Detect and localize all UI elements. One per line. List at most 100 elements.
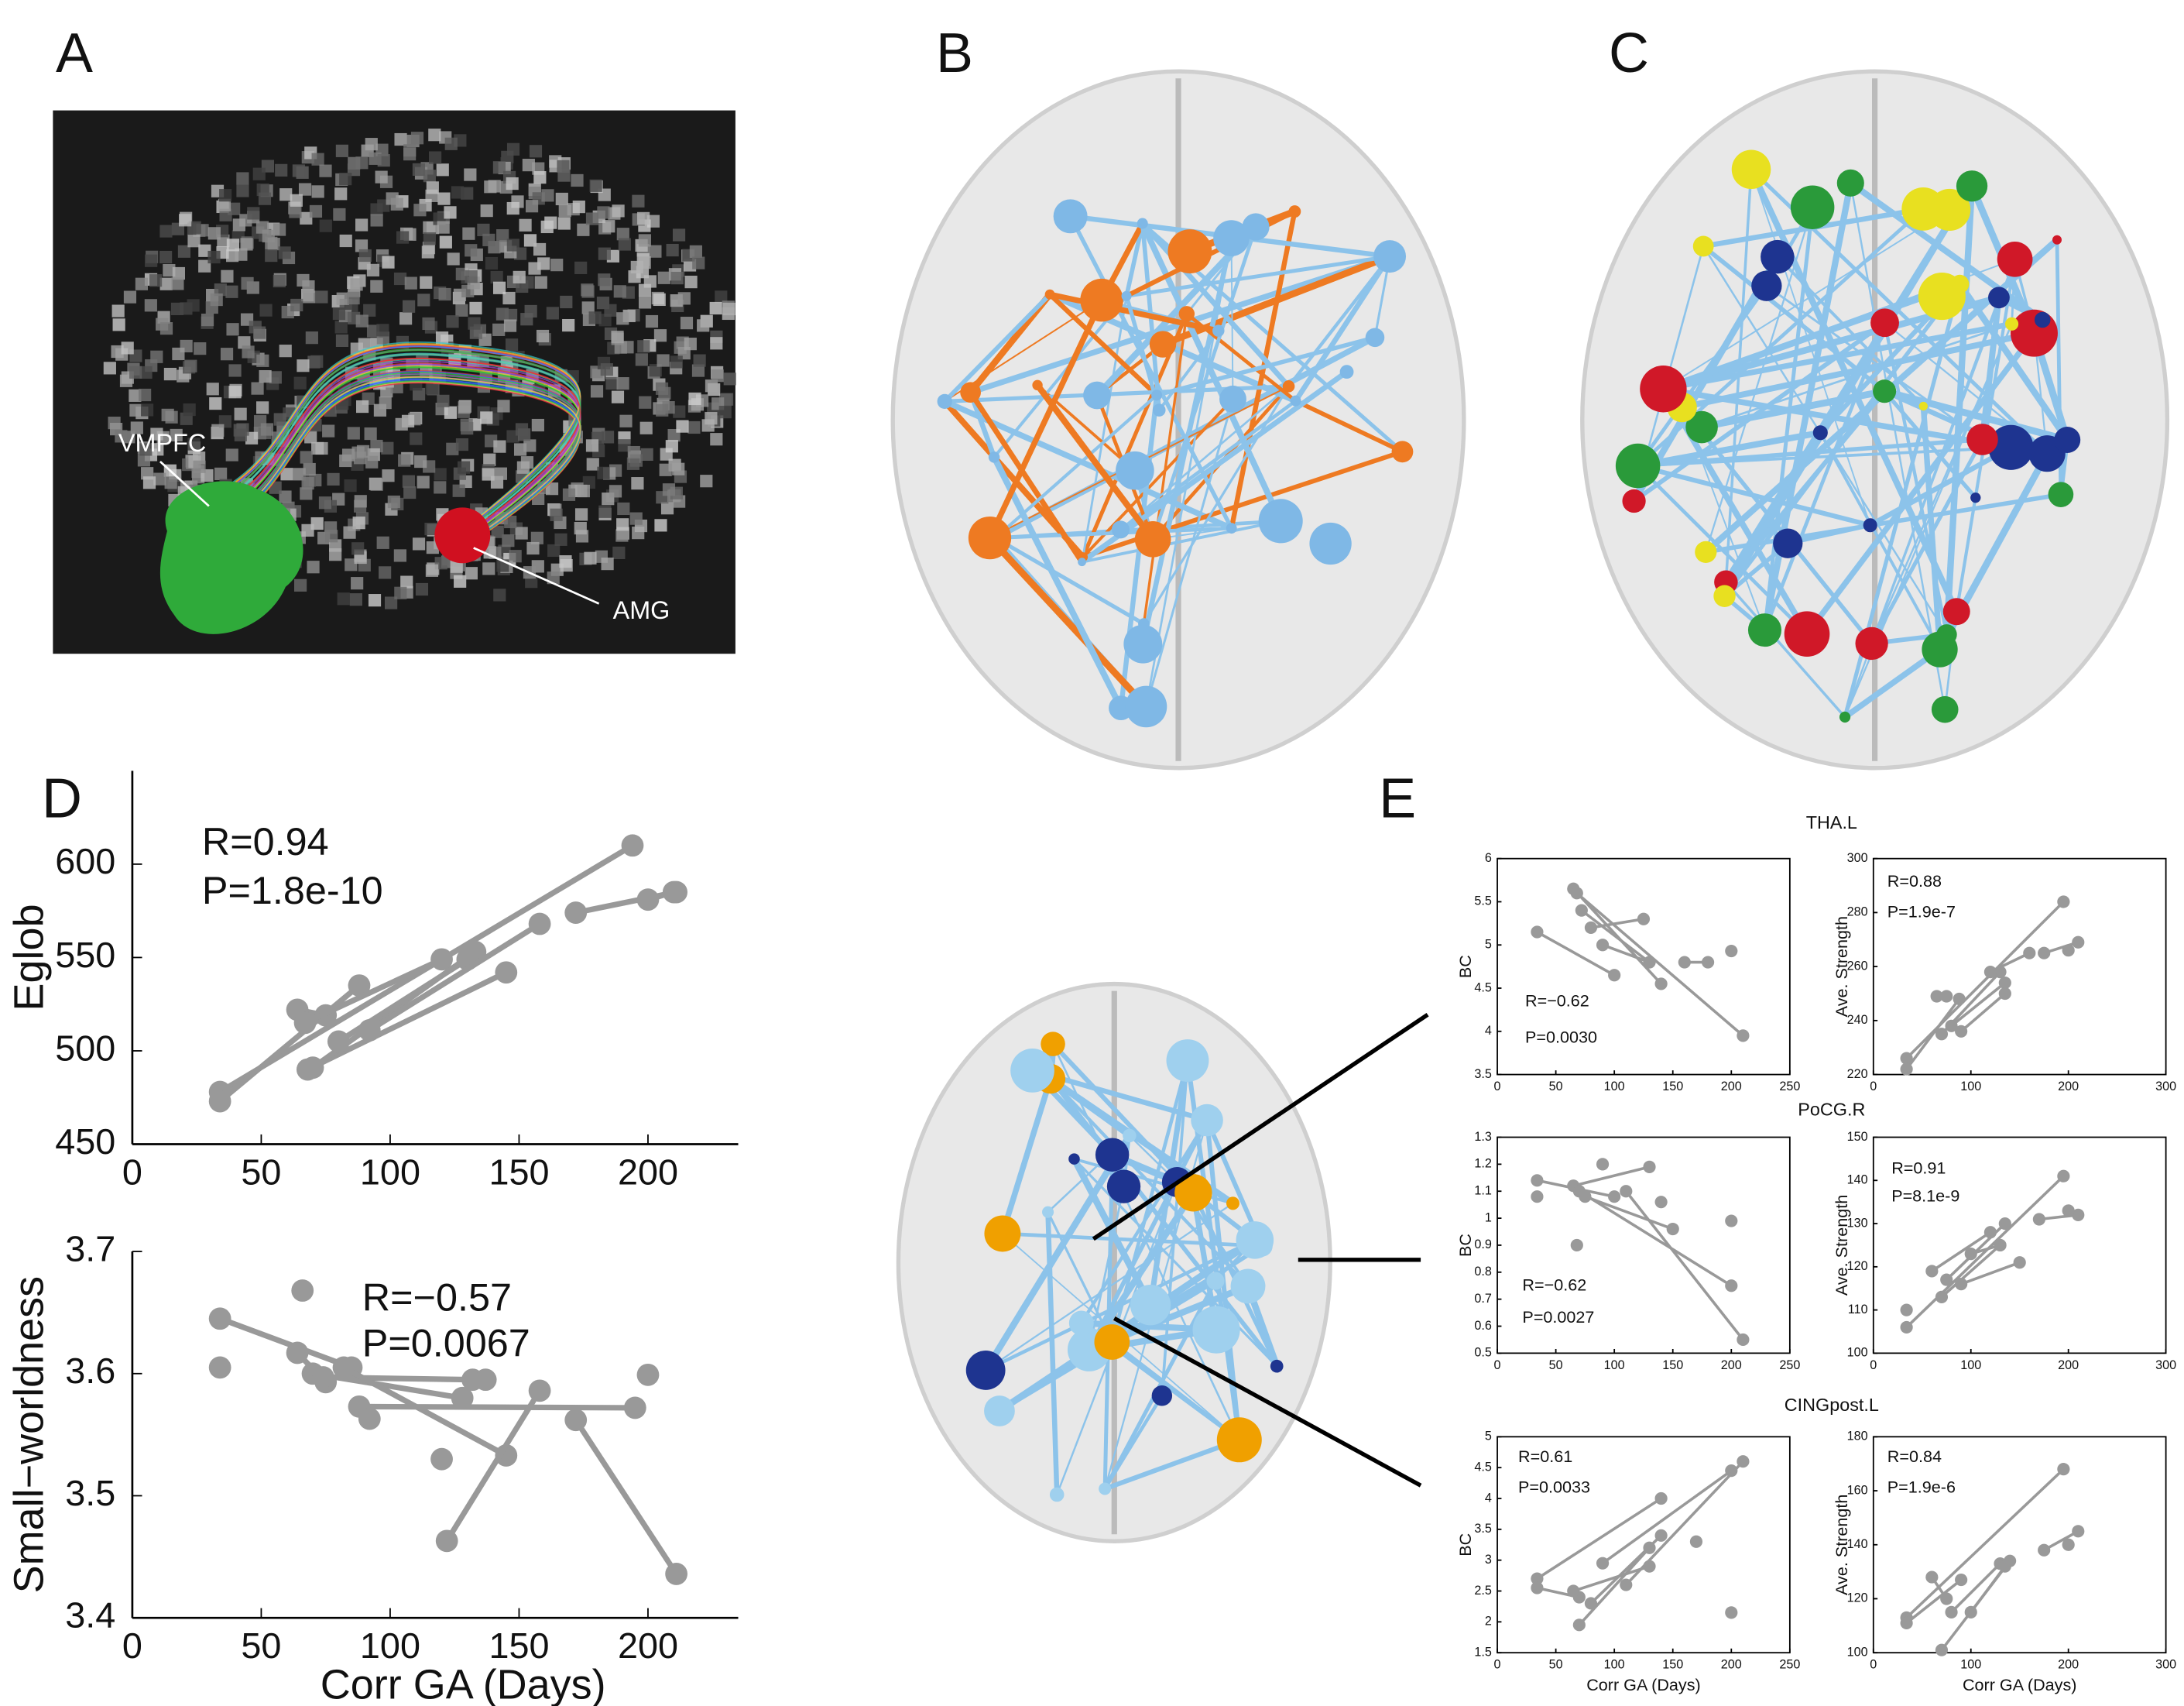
mri-voxel — [523, 439, 537, 452]
data-point — [1925, 1265, 1939, 1278]
x-tick-label: 0 — [1870, 1658, 1877, 1672]
y-tick-label: 160 — [1847, 1483, 1868, 1497]
mri-voxel — [709, 301, 722, 315]
mri-voxel — [502, 291, 516, 305]
mri-voxel — [600, 363, 613, 376]
x-tick-label: 200 — [2058, 1080, 2079, 1093]
data-point — [1998, 1560, 2011, 1573]
mri-voxel — [150, 427, 163, 441]
brain-node — [1134, 521, 1171, 558]
x-tick-label: 200 — [1721, 1358, 1742, 1372]
brain-node — [1219, 385, 1246, 413]
mri-voxel — [684, 276, 698, 289]
brain-node — [1121, 290, 1132, 301]
brain-edge — [1843, 647, 1942, 720]
brain-node — [1931, 695, 1959, 723]
y-tick-label: 450 — [55, 1121, 115, 1162]
mri-voxel — [439, 235, 452, 249]
brain-node — [1966, 424, 1998, 455]
mri-voxel — [577, 223, 590, 236]
brain-node — [1178, 306, 1195, 322]
y-tick-label: 5.5 — [1474, 894, 1492, 908]
data-point — [2062, 1538, 2075, 1551]
region-title: PoCG.R — [1798, 1100, 1865, 1120]
mri-voxel — [513, 270, 526, 283]
series-line — [1589, 1534, 1662, 1605]
brain-node — [1988, 424, 2034, 470]
y-tick-label: 1.1 — [1474, 1184, 1492, 1198]
mri-voxel — [649, 245, 662, 258]
fiber-tract — [208, 349, 581, 526]
brain-edge — [1140, 221, 1284, 523]
mri-voxel — [400, 575, 413, 589]
brain-node — [1151, 390, 1163, 401]
mri-voxel — [638, 283, 652, 297]
mri-voxel — [339, 234, 352, 248]
mri-voxel — [598, 314, 612, 327]
mri-voxel — [718, 406, 732, 419]
mri-voxel — [265, 249, 278, 263]
brain-node — [1123, 1128, 1137, 1143]
data-point — [358, 1407, 381, 1430]
mri-voxel — [557, 169, 571, 182]
data-point — [2023, 946, 2036, 959]
mri-voxel — [693, 354, 706, 367]
data-point — [1608, 969, 1621, 982]
y-tick-label: 120 — [1847, 1591, 1868, 1605]
panel-label: B — [936, 22, 973, 84]
brain-edge — [1637, 429, 1822, 469]
mri-voxel — [220, 348, 234, 361]
mri-voxel — [303, 462, 316, 476]
data-point — [1654, 1196, 1668, 1209]
mri-voxel — [516, 461, 530, 474]
mri-voxel — [363, 304, 376, 317]
data-point — [1900, 1052, 1913, 1065]
brain-node — [1282, 380, 1295, 393]
mri-voxel — [164, 476, 177, 489]
data-point — [1572, 1618, 1586, 1632]
mri-voxel — [179, 214, 192, 227]
y-tick-label: 260 — [1847, 959, 1868, 973]
mri-voxel — [424, 522, 437, 536]
mri-voxel — [425, 382, 438, 395]
y-tick-label: 0.5 — [1474, 1346, 1492, 1360]
data-point — [1678, 956, 1691, 969]
amg-region — [434, 507, 491, 564]
brain-node — [1116, 451, 1154, 490]
mri-voxel — [635, 353, 648, 366]
data-point — [1935, 1028, 1949, 1041]
mri-voxel — [293, 376, 307, 390]
mri-voxel — [273, 223, 286, 236]
mri-voxel — [247, 207, 260, 220]
data-point — [1666, 1222, 1679, 1236]
data-point — [1596, 1158, 1610, 1171]
stat-annotation: R=0.61 — [1518, 1447, 1572, 1466]
mri-voxel — [377, 154, 390, 167]
data-point — [1596, 939, 1610, 952]
mri-voxel — [382, 469, 395, 482]
data-point — [1725, 1279, 1738, 1292]
brain-edge — [1049, 291, 1219, 334]
data-point — [1654, 977, 1668, 990]
data-point — [2057, 895, 2070, 908]
mri-voxel — [426, 541, 439, 554]
mri-voxel — [506, 239, 519, 252]
data-point — [528, 912, 551, 935]
x-tick-label: 0 — [1870, 1080, 1877, 1093]
mri-voxel — [536, 329, 550, 343]
mri-voxel — [572, 200, 585, 214]
mri-voxel — [349, 593, 362, 606]
stat-annotation: P=1.9e-7 — [1887, 902, 1956, 922]
mri-voxel — [403, 486, 417, 499]
brain-node — [1640, 366, 1687, 413]
data-point — [1725, 1606, 1738, 1619]
mri-voxel — [325, 530, 338, 543]
data-point — [2062, 944, 2075, 957]
mri-voxel — [715, 290, 728, 304]
y-tick-label: 4 — [1485, 1024, 1492, 1038]
data-point — [1654, 1529, 1668, 1542]
stat-annotation: P=0.0027 — [1522, 1307, 1594, 1327]
mri-voxel — [435, 331, 449, 345]
series-line — [1602, 1469, 1733, 1565]
mri-voxel — [616, 377, 629, 390]
